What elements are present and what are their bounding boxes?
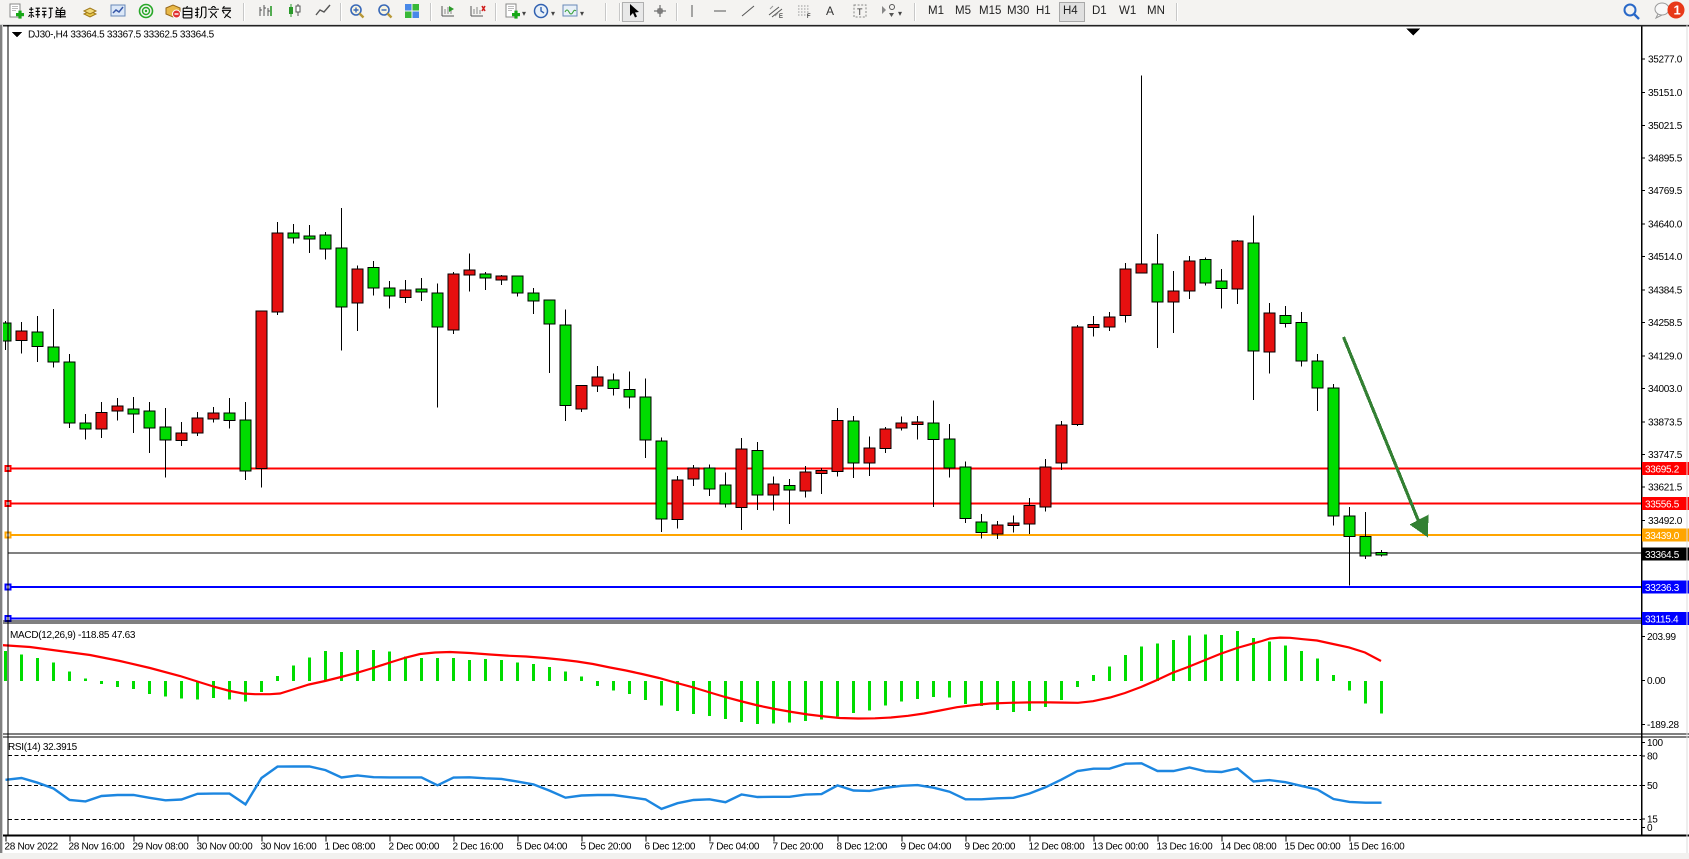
svg-text:14 Dec 08:00: 14 Dec 08:00 xyxy=(1221,842,1278,853)
svg-text:1: 1 xyxy=(1674,3,1681,18)
svg-text:33492.0: 33492.0 xyxy=(1648,516,1683,527)
svg-text:15 Dec 00:00: 15 Dec 00:00 xyxy=(1285,842,1342,853)
svg-text:34258.5: 34258.5 xyxy=(1648,318,1683,329)
svg-text:50: 50 xyxy=(1647,781,1658,792)
svg-text:15: 15 xyxy=(1647,815,1658,826)
svg-text:35021.5: 35021.5 xyxy=(1648,121,1683,132)
svg-text:13 Dec 00:00: 13 Dec 00:00 xyxy=(1093,842,1150,853)
svg-text:29 Nov 08:00: 29 Nov 08:00 xyxy=(133,842,190,853)
svg-text:T: T xyxy=(857,7,863,17)
svg-text:33439.0: 33439.0 xyxy=(1645,531,1680,542)
svg-text:203.99: 203.99 xyxy=(1647,632,1677,643)
svg-text:33236.3: 33236.3 xyxy=(1645,583,1680,594)
svg-text:2 Dec 16:00: 2 Dec 16:00 xyxy=(453,842,504,853)
svg-text:34640.0: 34640.0 xyxy=(1648,220,1683,231)
svg-text:0: 0 xyxy=(1647,823,1653,834)
svg-text:33873.5: 33873.5 xyxy=(1648,418,1683,429)
svg-text:28 Nov 16:00: 28 Nov 16:00 xyxy=(69,842,126,853)
svg-text:5 Dec 04:00: 5 Dec 04:00 xyxy=(517,842,568,853)
svg-text:100: 100 xyxy=(1647,738,1664,749)
svg-text:RSI(14) 32.3915: RSI(14) 32.3915 xyxy=(8,742,78,753)
svg-text:F: F xyxy=(807,14,811,20)
svg-text:34769.5: 34769.5 xyxy=(1648,186,1683,197)
svg-text:33695.2: 33695.2 xyxy=(1645,464,1680,475)
svg-text:E: E xyxy=(779,14,783,20)
svg-text:15 Dec 16:00: 15 Dec 16:00 xyxy=(1349,842,1406,853)
svg-text:33621.5: 33621.5 xyxy=(1648,483,1683,494)
svg-text:8 Dec 12:00: 8 Dec 12:00 xyxy=(837,842,888,853)
svg-text:9 Dec 20:00: 9 Dec 20:00 xyxy=(965,842,1016,853)
svg-text:MACD(12,26,9) -118.85 47.63: MACD(12,26,9) -118.85 47.63 xyxy=(10,630,136,641)
svg-text:35277.0: 35277.0 xyxy=(1648,55,1683,66)
svg-text:-189.28: -189.28 xyxy=(1647,720,1680,731)
svg-text:30 Nov 16:00: 30 Nov 16:00 xyxy=(261,842,318,853)
svg-text:34895.5: 34895.5 xyxy=(1648,154,1683,165)
svg-text:33115.4: 33115.4 xyxy=(1645,614,1679,625)
svg-text:34003.0: 34003.0 xyxy=(1648,384,1683,395)
svg-text:34129.0: 34129.0 xyxy=(1648,352,1683,363)
svg-text:13 Dec 16:00: 13 Dec 16:00 xyxy=(1157,842,1214,853)
svg-text:5 Dec 20:00: 5 Dec 20:00 xyxy=(581,842,632,853)
svg-text:1 Dec 08:00: 1 Dec 08:00 xyxy=(325,842,376,853)
svg-text:7 Dec 04:00: 7 Dec 04:00 xyxy=(709,842,760,853)
svg-text:34384.5: 34384.5 xyxy=(1648,286,1683,297)
svg-text:9 Dec 04:00: 9 Dec 04:00 xyxy=(901,842,952,853)
svg-text:DJ30-,H4 33364.5 33367.5 3336: DJ30-,H4 33364.5 33367.5 33362.5 33364.5 xyxy=(28,30,215,41)
svg-text:35151.0: 35151.0 xyxy=(1648,88,1683,99)
svg-text:30 Nov 00:00: 30 Nov 00:00 xyxy=(197,842,254,853)
svg-text:0.00: 0.00 xyxy=(1647,676,1666,687)
svg-text:33364.5: 33364.5 xyxy=(1645,550,1680,561)
svg-text:34514.0: 34514.0 xyxy=(1648,252,1683,263)
svg-text:33747.5: 33747.5 xyxy=(1648,450,1683,461)
svg-text:7 Dec 20:00: 7 Dec 20:00 xyxy=(773,842,824,853)
svg-text:28 Nov 2022: 28 Nov 2022 xyxy=(5,842,59,853)
svg-text:33556.5: 33556.5 xyxy=(1645,499,1680,510)
svg-text:80: 80 xyxy=(1647,752,1658,763)
svg-text:2 Dec 00:00: 2 Dec 00:00 xyxy=(389,842,440,853)
svg-text:6 Dec 12:00: 6 Dec 12:00 xyxy=(645,842,696,853)
svg-text:12 Dec 08:00: 12 Dec 08:00 xyxy=(1029,842,1086,853)
